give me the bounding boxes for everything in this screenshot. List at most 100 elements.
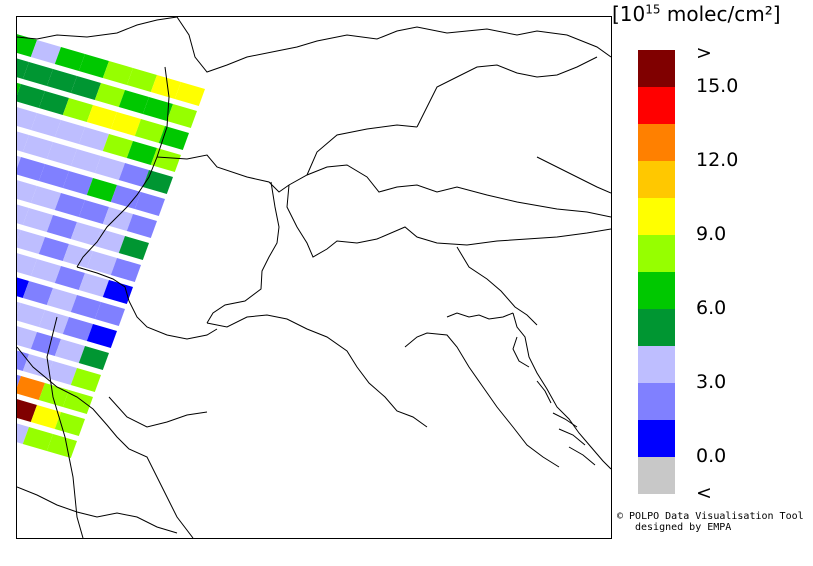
swath-pixel xyxy=(38,164,69,188)
swath-pixel xyxy=(30,405,61,429)
swath-pixel xyxy=(110,112,141,136)
swath-pixel xyxy=(30,186,61,210)
border-line xyxy=(206,181,280,324)
swath-pixel xyxy=(17,34,37,57)
border-line xyxy=(46,316,84,538)
swath-pixel xyxy=(94,302,125,326)
colorbar-label: < xyxy=(696,482,712,504)
colorbar-label: 0.0 xyxy=(696,445,727,467)
swath-pixel xyxy=(54,47,85,71)
swath-pixels xyxy=(17,34,205,458)
swath-pixel xyxy=(17,82,21,95)
swath-pixel xyxy=(142,97,173,121)
swath-pixel xyxy=(134,192,165,216)
swath-pixel xyxy=(102,134,133,158)
border-line xyxy=(416,56,598,128)
island xyxy=(558,428,586,446)
colorbar-swatch xyxy=(638,272,675,309)
swath-pixel xyxy=(78,200,109,224)
colorbar-swatch xyxy=(638,346,675,383)
colorbar-label: 9.0 xyxy=(696,223,727,245)
colorbar-label: > xyxy=(696,42,712,64)
swath-pixel xyxy=(30,113,61,137)
colorbar-swatch xyxy=(638,457,675,494)
swath-pixel xyxy=(17,58,29,79)
credit-line-2: designed by EMPA xyxy=(635,522,732,533)
swath-pixel xyxy=(118,163,149,187)
credit-text: © POLPO Data Visualisation Tool designed… xyxy=(617,511,804,533)
swath-pixel xyxy=(54,193,85,217)
swath-pixel xyxy=(54,120,85,144)
swath-pixel xyxy=(62,171,93,195)
coastline-venice xyxy=(446,312,514,320)
colorbar-swatch xyxy=(638,235,675,272)
colorbar-label: 15.0 xyxy=(696,75,739,97)
swath-pixel xyxy=(17,228,21,241)
swath-pixel xyxy=(62,244,93,268)
swath-pixel xyxy=(17,277,29,298)
colorbar-swatch xyxy=(638,124,675,161)
swath-pixel xyxy=(38,310,69,334)
coastlines xyxy=(206,312,611,470)
swath-pixel xyxy=(46,361,77,385)
swath-pixel xyxy=(174,82,205,106)
swath-pixel xyxy=(110,185,141,209)
swath-pixel xyxy=(78,127,109,151)
border-line xyxy=(156,154,611,218)
border-line xyxy=(76,266,218,340)
swath-pixel xyxy=(70,149,101,173)
swath-pixel xyxy=(17,157,45,181)
swath-pixel xyxy=(118,236,149,260)
swath-pixel xyxy=(17,399,37,422)
swath-pixel xyxy=(17,326,37,349)
swath-pixel xyxy=(22,281,53,305)
coastline-ligurian xyxy=(206,314,428,428)
swath-pixel xyxy=(17,374,21,387)
swath-pixel xyxy=(86,324,117,348)
swath-pixel xyxy=(30,332,61,356)
border-line xyxy=(536,156,611,194)
swath-pixel xyxy=(70,222,101,246)
border-line xyxy=(17,346,194,538)
swath-pixel xyxy=(94,156,125,180)
swath-pixel xyxy=(134,119,165,143)
swath-pixel xyxy=(158,126,189,150)
swath-pixel xyxy=(17,204,29,225)
swath-pixel xyxy=(17,423,29,444)
swath-pixel xyxy=(94,83,125,107)
border-line xyxy=(17,486,178,534)
swath-pixel xyxy=(46,288,77,312)
swath-pixel xyxy=(46,215,77,239)
swath-pixel xyxy=(70,368,101,392)
colorbar-swatch xyxy=(638,198,675,235)
colorbar-label: 3.0 xyxy=(696,371,727,393)
swath-pixel xyxy=(17,155,21,168)
swath-pixel xyxy=(17,303,45,327)
colorbar-swatch xyxy=(638,383,675,420)
swath-pixel xyxy=(17,107,37,130)
swath-pixel xyxy=(78,346,109,370)
border-line xyxy=(456,246,538,326)
border-line xyxy=(108,396,208,428)
swath-pixel xyxy=(46,69,77,93)
swath-pixel xyxy=(110,258,141,282)
swath-pixel xyxy=(22,354,53,378)
swath-pixel xyxy=(78,273,109,297)
border-line xyxy=(306,124,418,176)
swath-pixel xyxy=(22,427,53,451)
border-line xyxy=(286,184,611,258)
swath-pixel xyxy=(17,84,45,108)
swath-pixel xyxy=(38,237,69,261)
swath-pixel xyxy=(17,131,29,152)
swath-pixel xyxy=(126,214,157,238)
swath-pixel xyxy=(22,208,53,232)
swath-pixel xyxy=(86,105,117,129)
map-panel xyxy=(16,16,612,539)
colorbar-swatch xyxy=(638,309,675,346)
swath-pixel xyxy=(17,180,37,203)
legend-title: [1015 molec/cm²] xyxy=(612,2,781,26)
credit-line-1: © POLPO Data Visualisation Tool xyxy=(617,511,804,522)
island xyxy=(568,446,596,466)
map-canvas xyxy=(17,17,611,538)
border-line xyxy=(76,66,170,268)
